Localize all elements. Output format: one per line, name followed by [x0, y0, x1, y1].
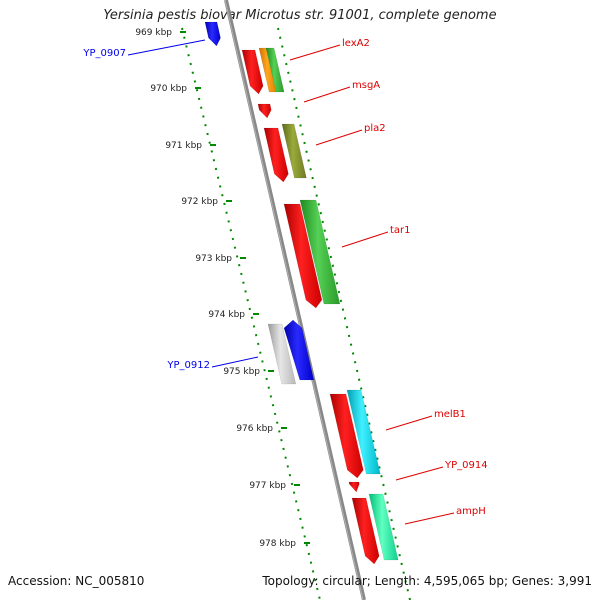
tick-label: 972 kbp [181, 197, 218, 207]
tick-label: 977 kbp [249, 481, 286, 491]
cds-yp-0907 [204, 21, 221, 47]
tick-label: 970 kbp [150, 84, 187, 94]
tick-label: 975 kbp [223, 367, 260, 377]
gene-leader-yp-0907 [127, 39, 206, 56]
gene-label-lexa2[interactable]: lexA2 [342, 38, 370, 49]
gene-label-melb1[interactable]: melB1 [434, 409, 466, 420]
gene-label-msga[interactable]: msgA [352, 80, 380, 91]
cds-pla2 [263, 127, 289, 183]
gene-label-yp-0907[interactable]: YP_0907 [82, 48, 126, 59]
tick-label: 969 kbp [135, 28, 172, 38]
gene-leader-tar1 [341, 231, 389, 248]
gene-leader-melb1 [385, 415, 433, 431]
gene-label-yp-0914[interactable]: YP_0914 [444, 460, 488, 471]
gene-leader-msga [303, 86, 351, 103]
gene-leader-yp-0914 [395, 466, 444, 481]
tick-label: 978 kbp [259, 539, 296, 549]
tick-label: 973 kbp [195, 254, 232, 264]
cds-amph [351, 497, 380, 565]
gene-label-amph[interactable]: ampH [456, 506, 486, 517]
cds-melb1 [329, 393, 364, 479]
cds-yp-0914 [348, 481, 360, 493]
gene-leader-yp-0912 [211, 356, 259, 368]
gene-leader-lexa2 [289, 44, 341, 61]
gene-label-yp-0912[interactable]: YP_0912 [166, 360, 210, 371]
cog-tar1-green [299, 199, 341, 305]
tick-label: 976 kbp [236, 424, 273, 434]
cds-lexa2 [241, 49, 264, 95]
genome-backbone [224, 0, 366, 600]
cds-msga [257, 103, 272, 119]
cog-pla2-olive [281, 123, 307, 179]
tick-label: 971 kbp [165, 141, 202, 151]
map-title: Yersinia pestis biovar Microtus str. 910… [103, 8, 497, 23]
cog-amph-teal [368, 493, 399, 561]
cds-tar1 [283, 203, 323, 309]
cds-yp-0912 [283, 319, 315, 381]
gene-label-pla2[interactable]: pla2 [364, 123, 386, 134]
accession-label: Accession: NC_005810 [8, 574, 145, 588]
gene-leader-pla2 [315, 129, 363, 146]
cds-yp-0912-grey [267, 323, 297, 385]
tick-label: 974 kbp [208, 310, 245, 320]
topology-label: Topology: circular; Length: 4,595,065 bp… [262, 574, 592, 588]
gene-label-tar1[interactable]: tar1 [390, 225, 411, 236]
rna-lexa2-green [265, 47, 285, 93]
cog-melb1-cyan [346, 389, 381, 475]
gene-leader-amph [404, 512, 455, 525]
genome-backbone-highlight [224, 0, 364, 600]
